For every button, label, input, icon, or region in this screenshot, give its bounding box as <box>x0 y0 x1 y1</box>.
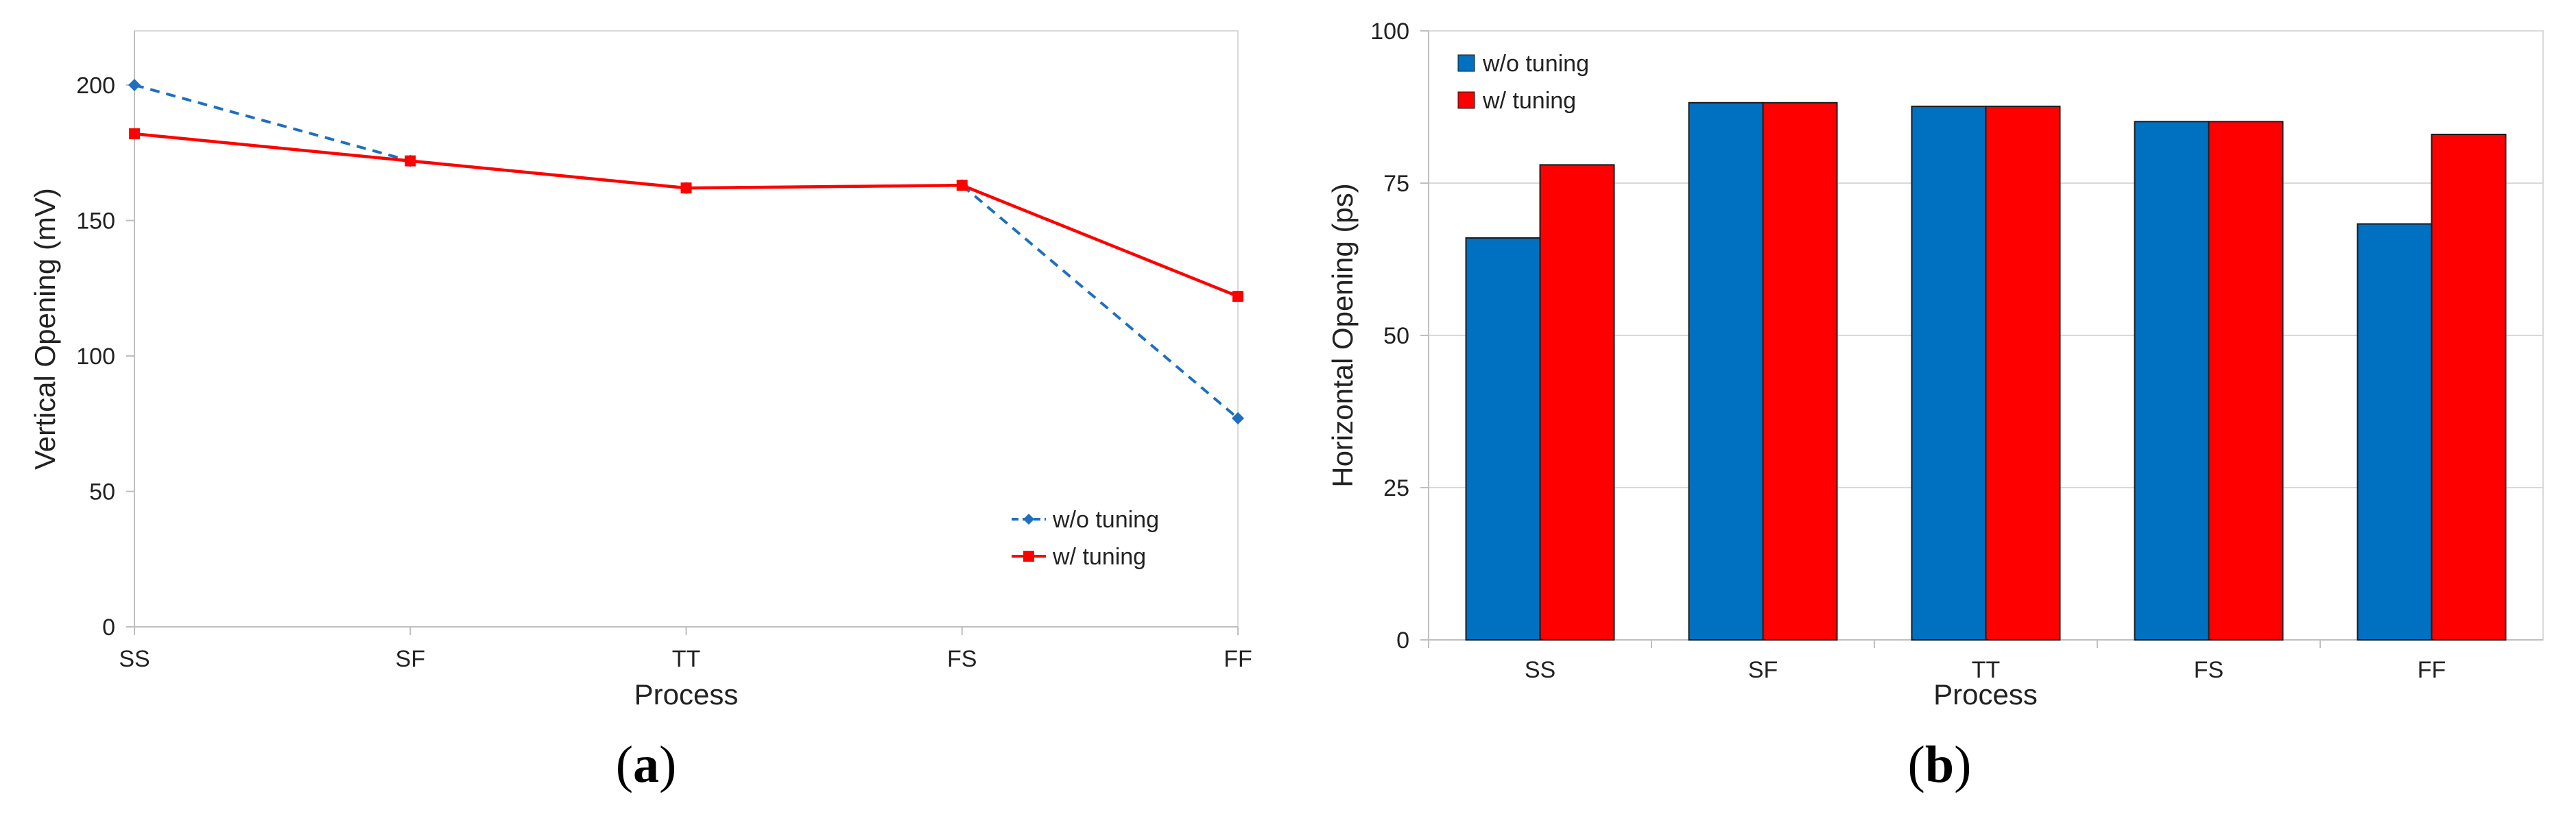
panel-label-a: (a) <box>616 736 677 794</box>
bar-w-o-tuning-tt <box>1911 106 1987 641</box>
point-w-o-tuning-ss <box>128 79 141 91</box>
y-tick-label-b: 0 <box>1396 628 1409 654</box>
panel-label-b-letter: b <box>1925 736 1954 794</box>
y-tick-label-b: 75 <box>1383 171 1409 197</box>
y-tick-label-b: 25 <box>1383 475 1409 501</box>
point-w-tuning-fs <box>956 180 968 191</box>
panel-label-b: (b) <box>1908 736 1972 794</box>
x-tick-label-a: FF <box>1224 646 1252 672</box>
y-tick-label-b: 100 <box>1370 19 1409 45</box>
y-tick-label-a: 200 <box>76 73 115 99</box>
legend-label-b: w/ tuning <box>1482 88 1576 114</box>
y-axis-title-a: Vertical Opening (mV) <box>29 188 61 470</box>
legend-marker-a-w-tuning <box>1023 551 1034 562</box>
y-axis-title-b: Horizontal Opening (ps) <box>1326 183 1359 488</box>
x-axis-title-a: Process <box>634 678 739 711</box>
x-tick-label-a: SF <box>396 646 425 672</box>
point-w-tuning-sf <box>405 155 416 167</box>
y-tick-label-b: 50 <box>1383 323 1409 349</box>
x-tick-label-b: TT <box>1972 657 2001 683</box>
chart-a: 0 50 100 150 200 SS SF TT FS FF Process Vertical Op… <box>29 30 1252 794</box>
series-line-w-o-tuning <box>134 84 1239 420</box>
point-w-tuning-ss <box>129 128 140 140</box>
bar-w-tuning-fs <box>2208 121 2284 641</box>
y-tick-label-a: 50 <box>89 479 115 505</box>
x-tick-label-b: FF <box>2418 657 2446 683</box>
bar-w-o-tuning-ss <box>1465 237 1541 641</box>
chart-b: 0 25 50 75 100 SS SF TT FS FF Process Horizontal Op… <box>1326 19 2544 794</box>
legend-swatch-b-w-tuning <box>1457 91 1475 109</box>
bar-w-tuning-sf <box>1762 102 1838 641</box>
plot-area-a <box>134 30 1239 628</box>
x-tick-label-b: SS <box>1525 657 1555 683</box>
bar-w-o-tuning-sf <box>1688 102 1764 641</box>
series-line-w-tuning <box>134 132 1239 298</box>
legend-swatch-b-w-o-tuning <box>1457 54 1475 72</box>
y-tick-label-a: 150 <box>76 208 115 235</box>
bar-w-tuning-ss <box>1539 164 1615 641</box>
legend-label-b: w/o tuning <box>1482 51 1589 77</box>
point-w-tuning-ff <box>1232 291 1243 302</box>
legend-marker-a-w-o-tuning <box>1023 514 1034 525</box>
bar-w-o-tuning-ff <box>2357 223 2433 641</box>
bar-w-tuning-tt <box>1985 106 2061 641</box>
x-tick-label-b: SF <box>1748 657 1778 683</box>
y-tick-label-a: 0 <box>102 615 115 641</box>
x-tick-label-a: SS <box>119 646 150 672</box>
bar-w-o-tuning-fs <box>2134 121 2210 641</box>
x-tick-label-a: TT <box>672 646 701 672</box>
y-tick-label-a: 100 <box>76 344 115 370</box>
legend-label-a: w/o tuning <box>1052 507 1159 533</box>
point-w-o-tuning-ff <box>1232 412 1244 425</box>
x-tick-label-b: FS <box>2194 657 2223 683</box>
point-w-tuning-tt <box>680 182 692 194</box>
x-axis-title-b: Process <box>1933 678 2038 711</box>
legend-label-a: w/ tuning <box>1052 544 1146 570</box>
panel-label-a-letter: a <box>633 736 659 794</box>
x-tick-label-a: FS <box>947 646 977 672</box>
bar-w-tuning-ff <box>2431 133 2507 641</box>
